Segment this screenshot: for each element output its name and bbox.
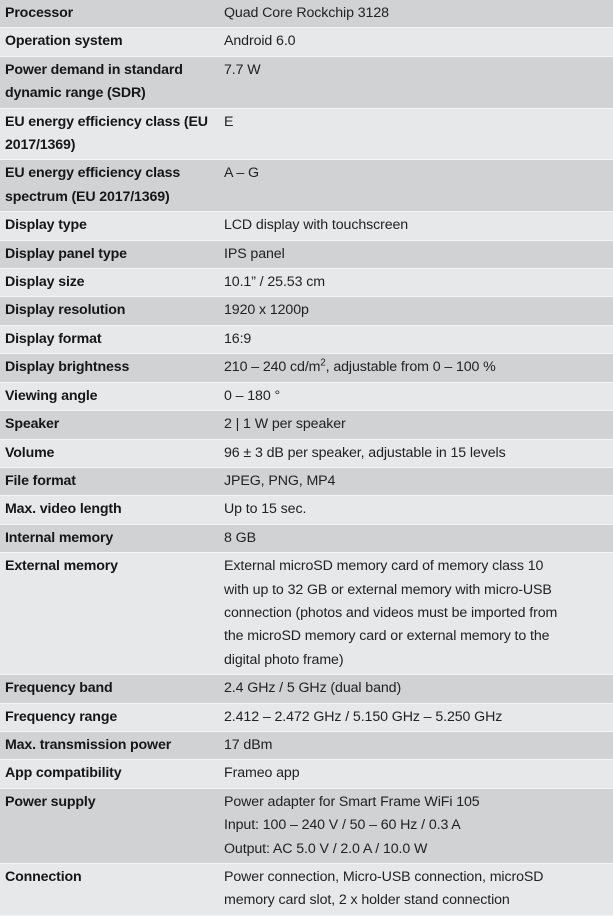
- spec-label: Display resolution: [5, 302, 126, 319]
- table-row: Processor Quad Core Rockchip 3128: [0, 0, 613, 29]
- spec-label: External memory: [5, 558, 118, 575]
- spec-label: Display size: [5, 274, 85, 291]
- table-row: External memory External microSD memory c…: [0, 553, 613, 676]
- spec-label: EU energy efficiency class spectrum (EU …: [5, 165, 181, 205]
- spec-label: Speaker: [5, 416, 60, 433]
- spec-value: 2.412 – 2.472 GHz / 5.150 GHz – 5.250 GH…: [224, 708, 503, 725]
- spec-value: A – G: [224, 165, 259, 182]
- spec-value: 7.7 W: [224, 61, 261, 78]
- table-row: Max. transmission power 17 dBm: [0, 731, 613, 761]
- spec-label: Power supply: [5, 793, 96, 810]
- spec-label: Display format: [5, 330, 102, 347]
- table-row: EU energy efficiency class (EU 2017/1369…: [0, 108, 613, 161]
- table-row: File format JPEG, PNG, MP4: [0, 467, 613, 497]
- spec-value: 1920 x 1200p: [224, 302, 309, 319]
- spec-label: Processor: [5, 5, 74, 21]
- spec-label: Viewing angle: [5, 387, 98, 404]
- table-row: Display type LCD display with touchscreen: [0, 212, 613, 241]
- table-row: Display resolution 1920 x 1200p: [0, 297, 613, 326]
- table-row: Frequency band 2.4 GHz / 5 GHz (dual band…: [0, 675, 613, 704]
- table-row: Internal memory 8 GB: [0, 524, 613, 554]
- spec-value: Frameo app: [224, 765, 300, 782]
- spec-value: JPEG, PNG, MP4: [224, 472, 336, 489]
- table-row: Display brightness 210 – 240 cd/m2, adjus…: [0, 354, 613, 383]
- spec-value: E: [224, 113, 234, 130]
- spec-value-suffix: , adjustable from 0 – 100 %: [325, 359, 496, 376]
- spec-value: 96 ± 3 dB per speaker, adjustable in 15 …: [224, 444, 506, 461]
- spec-label: Frequency range: [5, 708, 118, 725]
- table-row: Frequency range 2.412 – 2.472 GHz / 5.150…: [0, 703, 613, 732]
- spec-label: Display panel type: [5, 245, 127, 262]
- spec-value: Up to 15 sec.: [224, 501, 307, 518]
- spec-label: Display type: [5, 217, 87, 234]
- spec-value: Power adapter for Smart Frame WiFi 105 I…: [224, 793, 480, 857]
- table-row: Connection Power connection, Micro-USB co…: [0, 864, 613, 916]
- spec-value: Power connection, Micro-USB connection, …: [224, 869, 544, 909]
- table-row: EU energy efficiency class spectrum (EU …: [0, 160, 613, 213]
- table-row: Operation system Android 6.0: [0, 28, 613, 57]
- spec-label: App compatibility: [5, 765, 122, 782]
- spec-label: Max. transmission power: [5, 736, 172, 753]
- table-row: Display panel type IPS panel: [0, 240, 613, 270]
- table-row: Power demand in standard dynamic range (…: [0, 56, 613, 109]
- spec-label: Connection: [5, 869, 82, 885]
- spec-label: Internal memory: [5, 529, 114, 546]
- spec-value: External microSD memory card of memory c…: [224, 558, 558, 668]
- table-row: Viewing angle 0 – 180 °: [0, 382, 613, 412]
- table-row: Power supply Power adapter for Smart Fram…: [0, 788, 613, 864]
- spec-label: File format: [5, 472, 76, 489]
- spec-value: IPS panel: [224, 245, 285, 262]
- spec-value: 0 – 180 °: [224, 387, 281, 404]
- spec-label: Frequency band: [5, 680, 113, 697]
- spec-label: Display brightness: [5, 359, 130, 376]
- spec-value: 17 dBm: [224, 736, 273, 753]
- table-row: Speaker 2 | 1 W per speaker: [0, 411, 613, 440]
- spec-value: Android 6.0: [224, 33, 296, 50]
- spec-label: Volume: [5, 444, 55, 461]
- spec-label: Operation system: [5, 33, 123, 50]
- table-row: Display size 10.1” / 25.53 cm: [0, 269, 613, 298]
- spec-label: Max. video length: [5, 501, 122, 518]
- spec-value: LCD display with touchscreen: [224, 217, 409, 234]
- spec-value: 8 GB: [224, 529, 256, 546]
- spec-value: 16:9: [224, 330, 252, 347]
- spec-value: 2 | 1 W per speaker: [224, 416, 346, 433]
- table-row: Display format 16:9: [0, 325, 613, 355]
- spec-value: 10.1” / 25.53 cm: [224, 274, 325, 291]
- table-row: Max. video length Up to 15 sec.: [0, 496, 613, 525]
- spec-value: 2.4 GHz / 5 GHz (dual band): [224, 680, 402, 697]
- spec-value: Quad Core Rockchip 3128: [224, 5, 389, 21]
- table-row: Volume 96 ± 3 dB per speaker, adjustable …: [0, 439, 613, 468]
- spec-label: EU energy efficiency class (EU 2017/1369…: [5, 113, 208, 154]
- spec-value-prefix: 210 – 240 cd/m: [224, 359, 321, 376]
- table-row: App compatibility Frameo app: [0, 760, 613, 789]
- spec-value-with-superscript: 210 – 240 cd/m2, adjustable from 0 – 100…: [224, 354, 613, 381]
- spec-label: Power demand in standard dynamic range (…: [5, 61, 183, 102]
- spec-value-superscript: 2: [320, 357, 326, 369]
